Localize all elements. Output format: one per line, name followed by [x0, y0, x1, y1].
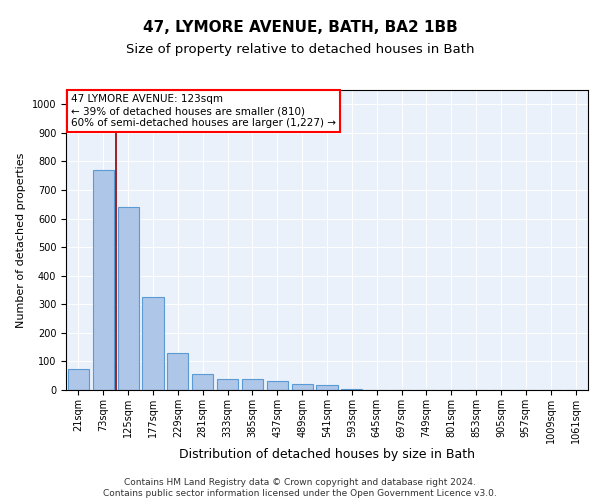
Bar [292, 384, 313, 390]
Text: Contains HM Land Registry data © Crown copyright and database right 2024.
Contai: Contains HM Land Registry data © Crown c… [103, 478, 497, 498]
Bar [93, 170, 114, 390]
Bar [142, 297, 164, 390]
Text: 47, LYMORE AVENUE, BATH, BA2 1BB: 47, LYMORE AVENUE, BATH, BA2 1BB [143, 20, 457, 35]
Text: 47 LYMORE AVENUE: 123sqm
← 39% of detached houses are smaller (810)
60% of semi-: 47 LYMORE AVENUE: 123sqm ← 39% of detach… [71, 94, 336, 128]
Bar [242, 379, 263, 390]
Bar [68, 368, 89, 390]
Bar [192, 374, 213, 390]
Y-axis label: Number of detached properties: Number of detached properties [16, 152, 26, 328]
Text: Size of property relative to detached houses in Bath: Size of property relative to detached ho… [126, 42, 474, 56]
Bar [341, 388, 362, 390]
Bar [167, 353, 188, 390]
Bar [118, 207, 139, 390]
Bar [267, 382, 288, 390]
Bar [217, 378, 238, 390]
Bar [316, 385, 338, 390]
X-axis label: Distribution of detached houses by size in Bath: Distribution of detached houses by size … [179, 448, 475, 462]
